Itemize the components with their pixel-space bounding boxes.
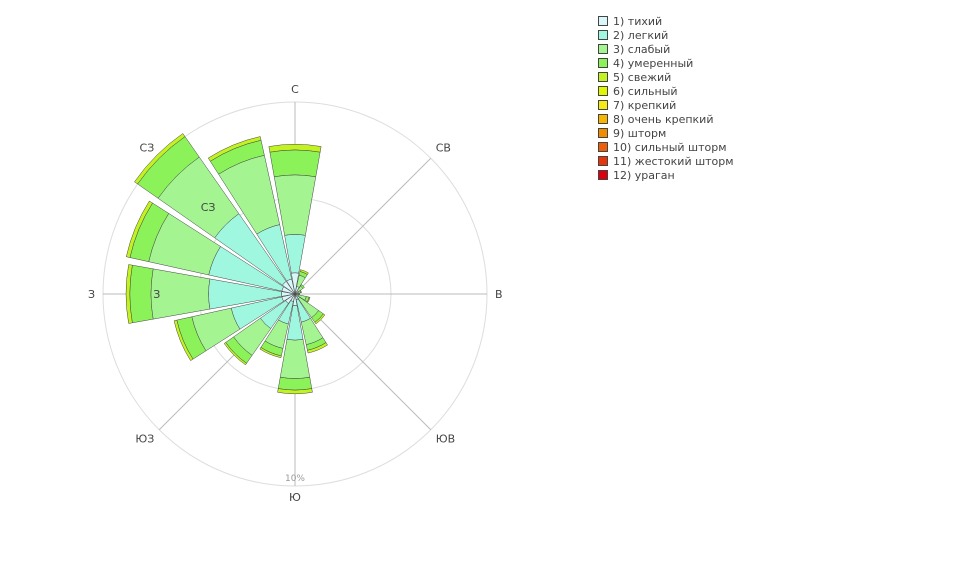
legend-item[interactable]: 8) очень крепкий [598, 112, 734, 126]
compass-label-180: Ю [289, 491, 301, 504]
legend-label: 10) сильный шторм [613, 140, 727, 154]
legend-label: 7) крепкий [613, 98, 677, 112]
axis-labels: С СВ В ЮВ Ю ЮЗ З СЗ СЗ З 10% [88, 83, 503, 504]
compass-label-315: СЗ [140, 141, 155, 154]
legend-label: 8) очень крепкий [613, 112, 714, 126]
legend: 1) тихий 2) легкий 3) слабый 4) умеренный 5)… [598, 14, 734, 182]
legend-label: 3) слабый [613, 42, 671, 56]
petal-nnw-series-1 [286, 278, 296, 295]
petal-wnw-series-1 [281, 286, 296, 295]
petal-s-series-4 [277, 376, 313, 391]
radial-tick-label: 10% [285, 474, 305, 484]
legend-label: 4) умеренный [613, 56, 694, 70]
legend-swatch [598, 44, 608, 54]
legend-item[interactable]: 4) умеренный [598, 56, 734, 70]
petal-inner-label: З [153, 288, 160, 301]
legend-label: 9) шторм [613, 126, 667, 140]
legend-item[interactable]: 3) слабый [598, 42, 734, 56]
wind-petals [125, 133, 328, 395]
legend-swatch [598, 72, 608, 82]
petal-n-series-4 [269, 149, 321, 178]
legend-label: 1) тихий [613, 14, 663, 28]
legend-swatch [598, 30, 608, 40]
compass-label-135: ЮВ [436, 433, 455, 446]
petal-n-series-1 [291, 272, 299, 295]
legend-label: 12) ураган [613, 168, 675, 182]
compass-label-90: В [495, 288, 503, 301]
petal-w-series-1 [281, 291, 296, 297]
compass-label-0: С [291, 83, 299, 96]
petal-sw-series-1 [285, 293, 296, 304]
legend-item[interactable]: 11) жестокий шторм [598, 154, 734, 168]
grid-axis-line [294, 157, 432, 295]
petal-w-series-4 [129, 264, 154, 324]
legend-swatch [598, 170, 608, 180]
legend-swatch [598, 100, 608, 110]
legend-item[interactable]: 9) шторм [598, 126, 734, 140]
petal-n-series-3 [273, 174, 317, 236]
petal-nw-series-1 [282, 281, 296, 295]
compass-label-45: СВ [436, 141, 451, 154]
legend-label: 2) легкий [613, 28, 669, 42]
petal-wsw-series-1 [281, 293, 296, 302]
compass-label-270: З [88, 288, 95, 301]
legend-item[interactable]: 2) легкий [598, 28, 734, 42]
legend-label: 5) свежий [613, 70, 672, 84]
legend-item[interactable]: 5) свежий [598, 70, 734, 84]
legend-swatch [598, 58, 608, 68]
legend-swatch [598, 128, 608, 138]
legend-label: 6) сильный [613, 84, 678, 98]
compass-label-225: ЮЗ [135, 433, 154, 446]
legend-item[interactable]: 7) крепкий [598, 98, 734, 112]
legend-swatch [598, 156, 608, 166]
legend-item[interactable]: 1) тихий [598, 14, 734, 28]
legend-item[interactable]: 6) сильный [598, 84, 734, 98]
legend-item[interactable]: 10) сильный шторм [598, 140, 734, 154]
legend-swatch [598, 114, 608, 124]
legend-swatch [598, 86, 608, 96]
legend-swatch [598, 16, 608, 26]
petal-s-series-3 [279, 339, 311, 379]
legend-swatch [598, 142, 608, 152]
legend-item[interactable]: 12) ураган [598, 168, 734, 182]
petal-inner-label: СЗ [201, 201, 216, 214]
legend-label: 11) жестокий шторм [613, 154, 734, 168]
petal-s-series-1 [292, 293, 298, 306]
